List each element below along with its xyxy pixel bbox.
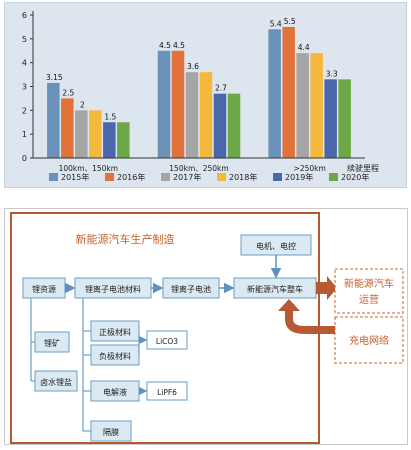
node-separator: 隔膜 <box>103 427 119 437</box>
node-brine-lithium: 卤水锂盐 <box>40 377 72 387</box>
legend-label: 2018年 <box>229 172 257 182</box>
bar <box>282 26 295 158</box>
x-category-label: 100km、150km <box>59 164 118 173</box>
node-battery-material: 锂离子电池材料 <box>85 284 141 294</box>
y-tick-label: 2 <box>22 106 27 115</box>
bar-value-label: 2.5 <box>62 88 74 97</box>
industry-chain-svg: 新能源汽车生产制造 电机、电控 锂资源 锂离子电池材料 锂离子电池 新能源汽车整… <box>10 212 404 444</box>
y-tick-label: 0 <box>22 154 27 163</box>
bar <box>310 53 323 159</box>
bar-value-label: 3.15 <box>46 73 63 82</box>
bar-value-label: 5.4 <box>270 19 282 28</box>
node-battery: 锂离子电池 <box>171 284 211 294</box>
legend-swatch <box>273 173 282 181</box>
legend-swatch <box>329 173 338 181</box>
legend-label: 2017年 <box>173 172 201 182</box>
legend-label: 2020年 <box>341 172 369 182</box>
bar <box>213 93 227 158</box>
node-vehicle: 新能源汽车整车 <box>247 284 303 294</box>
bar-value-label: 4.5 <box>173 41 185 50</box>
bar <box>199 72 213 158</box>
node-separator-box <box>90 420 132 442</box>
legend-swatch <box>161 173 170 181</box>
bar-value-label: 2 <box>80 100 85 109</box>
industry-chain-diagram: 新能源汽车生产制造 电机、电控 锂资源 锂离子电池材料 锂离子电池 新能源汽车整… <box>4 208 408 445</box>
bar-value-label: 2.7 <box>215 84 227 93</box>
node-cathode: 正极材料 <box>99 327 131 337</box>
legend-label: 2016年 <box>117 172 145 182</box>
node-lipf6: LiPF6 <box>157 388 177 397</box>
legend-swatch <box>49 173 58 181</box>
bar <box>103 122 116 158</box>
node-licoo2-box <box>146 330 188 350</box>
node-electrolyte: 电解液 <box>103 387 127 397</box>
bar-value-label: 1.5 <box>104 112 116 121</box>
y-tick-label: 4 <box>22 59 27 68</box>
x-category-label: >250km <box>294 164 326 173</box>
y-tick-label: 5 <box>22 35 27 44</box>
bar <box>171 50 185 158</box>
legend: 2015年 2016年 2017年 2018年 2019年 2020年 <box>49 172 369 182</box>
node-operation-line1: 新能源汽车 <box>344 277 394 290</box>
legend-label: 2019年 <box>285 172 313 182</box>
node-brine-lithium-box <box>34 370 78 392</box>
data-labels: 3.15 2.5 2 1.5 4.5 4.5 3.6 2.7 5.4 5.5 4.4 3.3 <box>46 17 338 121</box>
bar-series <box>47 26 351 159</box>
legend-swatch <box>217 173 226 181</box>
bar-value-label: 4.5 <box>159 41 171 50</box>
bar <box>117 122 130 158</box>
bar-value-label: 3.6 <box>187 62 199 71</box>
node-lithium-resource: 锂资源 <box>32 284 56 294</box>
y-tick-label: 3 <box>22 83 27 92</box>
arrow-charging-to-vehicle <box>278 299 337 334</box>
x-category-label: 150km、250km <box>169 164 228 173</box>
node-charging-box <box>334 316 404 364</box>
y-tick-label: 6 <box>22 11 27 20</box>
bar <box>227 93 241 158</box>
bar <box>338 79 351 158</box>
y-axis: 0 1 2 3 4 5 6 <box>22 11 34 163</box>
bar-value-label: 5.5 <box>284 17 296 26</box>
bar <box>157 50 171 158</box>
bar-value-label: 3.3 <box>326 69 338 78</box>
bar <box>75 110 88 158</box>
node-lithium-ore: 锂矿 <box>44 338 60 348</box>
node-charging: 充电网络 <box>349 334 389 347</box>
production-title: 新能源汽车生产制造 <box>76 232 175 246</box>
bar-chart: 0 1 2 3 4 5 6 3.15 2.5 2 1.5 4.5 4.5 3.6 2.7 5.4 5.5 4.4… <box>22 11 379 182</box>
bar-value-label: 4.4 <box>298 43 310 52</box>
x-axis: 100km、150km 150km、250km >250km <box>33 157 365 173</box>
chart-panel: 0 1 2 3 4 5 6 3.15 2.5 2 1.5 4.5 4.5 3.6 2.7 5.4 5.5 4.4… <box>4 2 407 188</box>
legend-label: 2015年 <box>61 172 89 182</box>
node-motor-control: 电机、电控 <box>256 241 296 251</box>
node-anode: 负极材料 <box>99 351 131 361</box>
bar <box>185 72 199 158</box>
bar <box>324 79 337 158</box>
legend-swatch <box>105 173 114 181</box>
node-operation-line2: 运营 <box>359 293 379 306</box>
arrow-to-operation <box>316 276 337 300</box>
bar <box>47 82 60 158</box>
node-operation-box <box>334 268 404 314</box>
y-tick-label: 1 <box>22 130 27 139</box>
node-lipf6-box <box>146 381 188 401</box>
bar <box>268 29 281 158</box>
x-axis-title: 续驶里程 <box>347 163 379 173</box>
node-licoo2: LiCO3 <box>156 337 178 346</box>
bar <box>296 53 309 159</box>
node-lithium-ore-box <box>34 331 70 353</box>
bar <box>89 110 102 158</box>
bar <box>61 98 74 158</box>
